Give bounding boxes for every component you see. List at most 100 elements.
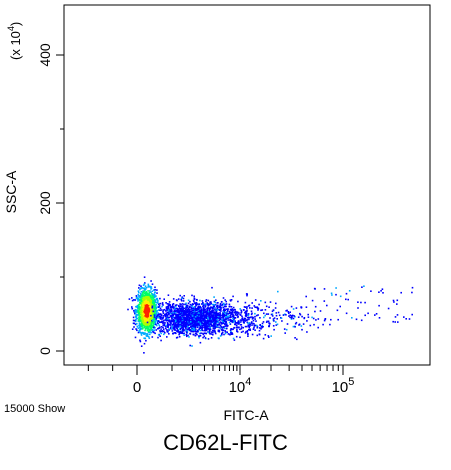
data-point — [176, 320, 179, 322]
data-point — [182, 312, 184, 315]
data-point — [200, 332, 202, 334]
data-point — [221, 303, 224, 306]
data-point — [209, 313, 211, 316]
data-point — [303, 317, 306, 319]
data-point — [207, 303, 209, 305]
data-point — [194, 306, 196, 308]
data-point — [153, 323, 155, 326]
data-point — [185, 318, 188, 321]
data-point — [220, 315, 222, 317]
data-point — [166, 315, 169, 317]
data-point — [204, 319, 207, 322]
data-point — [153, 300, 155, 303]
data-point — [222, 316, 225, 319]
data-point — [204, 325, 206, 328]
data-point — [162, 320, 165, 322]
data-point — [186, 318, 189, 321]
data-point — [180, 332, 182, 334]
data-point — [309, 324, 312, 327]
data-point — [196, 298, 198, 301]
data-point — [187, 334, 189, 337]
data-point — [200, 311, 202, 313]
data-point — [195, 331, 198, 333]
data-point — [197, 321, 200, 323]
data-point — [194, 302, 196, 304]
data-point — [142, 312, 144, 315]
data-point — [179, 313, 182, 315]
data-point — [254, 312, 256, 315]
x-axis-label: FITC-A — [223, 407, 269, 423]
data-point — [221, 319, 223, 321]
data-point — [212, 325, 215, 328]
data-point — [295, 307, 298, 309]
data-point — [203, 332, 206, 334]
data-point — [168, 320, 171, 323]
data-point — [206, 327, 208, 330]
data-point — [191, 318, 194, 320]
data-point — [172, 318, 175, 321]
data-point — [151, 329, 153, 331]
data-point — [172, 320, 174, 323]
data-point — [275, 321, 277, 323]
data-point — [211, 321, 213, 324]
data-point — [182, 318, 184, 321]
data-point — [150, 318, 153, 320]
data-point — [132, 322, 135, 325]
data-point — [176, 323, 179, 326]
data-point — [151, 330, 154, 332]
data-point — [175, 319, 177, 322]
data-point — [149, 325, 152, 328]
data-point — [292, 325, 295, 328]
data-point — [188, 308, 190, 311]
data-point — [282, 314, 285, 316]
y-multiplier-exponent: 4 — [6, 26, 16, 31]
data-point — [135, 314, 138, 316]
data-point — [204, 324, 206, 326]
data-point — [152, 324, 155, 327]
data-point — [230, 331, 232, 333]
data-point — [178, 317, 181, 320]
data-point — [211, 303, 214, 306]
data-point — [140, 327, 142, 329]
data-point — [134, 312, 137, 314]
data-point — [236, 322, 239, 324]
data-point — [138, 305, 140, 308]
data-point — [228, 312, 231, 315]
data-point — [248, 304, 251, 307]
data-point — [187, 325, 189, 327]
data-point — [172, 327, 175, 330]
data-point — [186, 309, 189, 311]
data-point — [140, 332, 142, 335]
data-point — [147, 299, 149, 301]
data-point — [250, 321, 253, 323]
data-point — [273, 317, 276, 319]
data-point — [221, 304, 223, 307]
data-point — [245, 314, 248, 316]
data-point — [204, 329, 207, 332]
data-point — [239, 321, 242, 323]
data-point — [224, 330, 226, 332]
data-point — [288, 315, 290, 317]
data-point — [138, 316, 140, 319]
data-point — [268, 325, 270, 328]
data-point — [248, 325, 250, 327]
data-point — [138, 299, 140, 301]
data-point — [190, 306, 192, 309]
data-point — [225, 322, 227, 324]
data-point — [222, 320, 224, 323]
x-tick-label: 104 — [229, 376, 252, 396]
data-point — [246, 330, 249, 332]
data-point — [198, 328, 200, 331]
data-point — [235, 324, 238, 327]
data-point — [323, 319, 326, 322]
data-point — [330, 292, 333, 295]
data-point — [219, 302, 222, 305]
data-point — [151, 309, 153, 312]
data-point — [186, 306, 188, 309]
data-point — [147, 305, 150, 307]
data-point — [175, 330, 178, 332]
data-point — [218, 306, 220, 308]
data-point — [210, 331, 213, 333]
data-point — [223, 333, 225, 336]
data-point — [190, 326, 192, 328]
